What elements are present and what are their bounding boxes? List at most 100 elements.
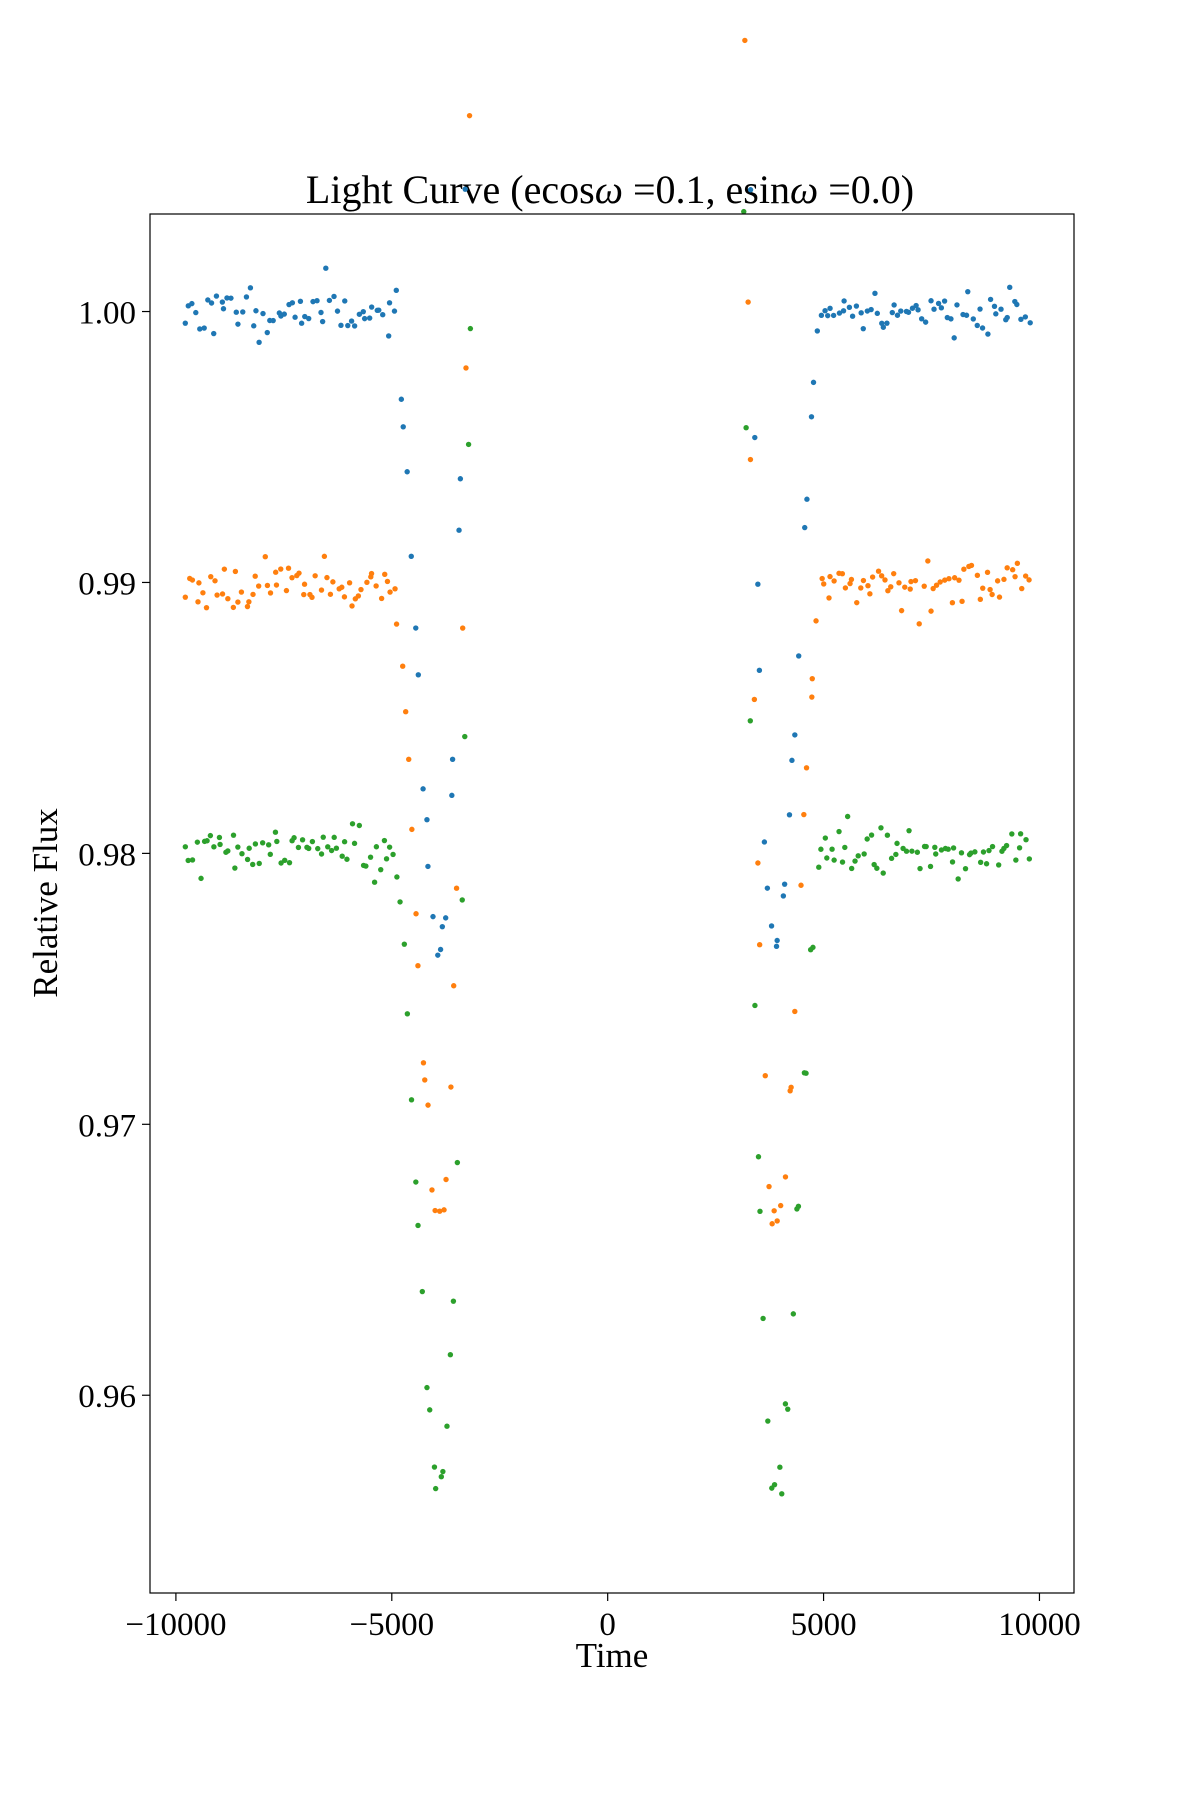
- data-point: [893, 851, 899, 858]
- data-point: [232, 865, 238, 871]
- data-point: [415, 672, 422, 678]
- data-point: [777, 1202, 784, 1209]
- data-point: [858, 585, 864, 591]
- data-point: [816, 864, 822, 870]
- data-point: [259, 840, 266, 846]
- data-point: [917, 865, 923, 872]
- data-point: [950, 845, 957, 851]
- data-point: [400, 424, 406, 430]
- data-point: [995, 862, 1002, 868]
- data-point: [814, 328, 821, 334]
- data-point: [861, 851, 867, 857]
- data-point: [875, 568, 882, 574]
- data-point: [1012, 573, 1018, 580]
- y-tick-label: 0.99: [78, 566, 136, 602]
- data-point: [1001, 576, 1007, 583]
- data-point: [885, 588, 891, 594]
- data-point: [825, 312, 831, 319]
- data-point: [385, 333, 392, 339]
- x-tick-label: −10000: [125, 1607, 226, 1643]
- data-point: [848, 865, 855, 872]
- data-point: [321, 553, 328, 560]
- data-point: [424, 817, 430, 823]
- data-point: [1014, 301, 1020, 308]
- data-point: [962, 865, 969, 872]
- data-point: [830, 312, 837, 319]
- data-point: [956, 577, 962, 583]
- data-point: [769, 1221, 775, 1227]
- data-point: [827, 573, 833, 580]
- data-point: [338, 322, 344, 329]
- data-point: [325, 844, 331, 850]
- data-point: [219, 299, 226, 305]
- data-point: [376, 307, 382, 313]
- data-point: [977, 596, 984, 603]
- data-point: [842, 844, 848, 851]
- data-point: [803, 765, 810, 771]
- data-point: [367, 854, 374, 860]
- data-point: [841, 298, 847, 304]
- data-point: [931, 306, 937, 312]
- x-tick-label: 5000: [791, 1607, 857, 1643]
- data-point: [348, 318, 355, 324]
- data-point: [270, 317, 276, 324]
- y-tick-label: 0.97: [78, 1108, 136, 1144]
- data-point: [1014, 560, 1021, 567]
- data-point: [994, 578, 1001, 584]
- data-point: [318, 309, 324, 316]
- data-point: [189, 300, 195, 307]
- data-point: [831, 857, 837, 863]
- data-point: [872, 290, 878, 297]
- data-point: [404, 1011, 411, 1017]
- data-point: [252, 573, 258, 579]
- data-point: [194, 839, 201, 845]
- data-point: [760, 1315, 766, 1322]
- data-point: [462, 186, 468, 192]
- data-point: [743, 424, 749, 431]
- data-point: [318, 851, 325, 857]
- data-point: [214, 592, 220, 598]
- data-point: [980, 585, 986, 591]
- data-point: [211, 844, 217, 850]
- data-point: [751, 696, 758, 703]
- x-axis-label: Time: [576, 1636, 649, 1675]
- data-point: [741, 208, 747, 215]
- data-point: [809, 694, 815, 700]
- data-point: [844, 813, 851, 820]
- data-point: [255, 583, 262, 589]
- data-point: [358, 586, 364, 593]
- data-point: [1017, 831, 1024, 837]
- data-point: [239, 850, 245, 857]
- data-point: [777, 1464, 783, 1470]
- data-point: [211, 330, 217, 337]
- data-point: [425, 1102, 431, 1108]
- data-point: [465, 441, 472, 448]
- data-point: [378, 866, 384, 873]
- data-point: [785, 1406, 791, 1412]
- data-point: [334, 308, 341, 314]
- data-point: [1026, 856, 1033, 862]
- data-point: [792, 1008, 798, 1015]
- data-point: [368, 570, 375, 577]
- data-point: [755, 860, 761, 866]
- data-point: [430, 913, 436, 920]
- data-point: [1026, 577, 1032, 583]
- data-point: [1004, 565, 1010, 571]
- data-point: [361, 315, 368, 322]
- data-point: [925, 558, 931, 564]
- data-point: [225, 848, 231, 854]
- data-point: [230, 832, 237, 838]
- data-point: [349, 821, 356, 827]
- y-tick-label: 0.98: [78, 837, 136, 873]
- data-point: [363, 863, 369, 869]
- data-point: [429, 1187, 435, 1193]
- data-point: [923, 843, 929, 850]
- data-point: [1016, 845, 1023, 851]
- data-point: [915, 307, 921, 313]
- data-point: [867, 591, 873, 597]
- data-point: [319, 318, 326, 325]
- data-point: [884, 320, 890, 326]
- data-point: [383, 856, 390, 862]
- data-point: [1007, 284, 1013, 291]
- data-point: [264, 582, 271, 589]
